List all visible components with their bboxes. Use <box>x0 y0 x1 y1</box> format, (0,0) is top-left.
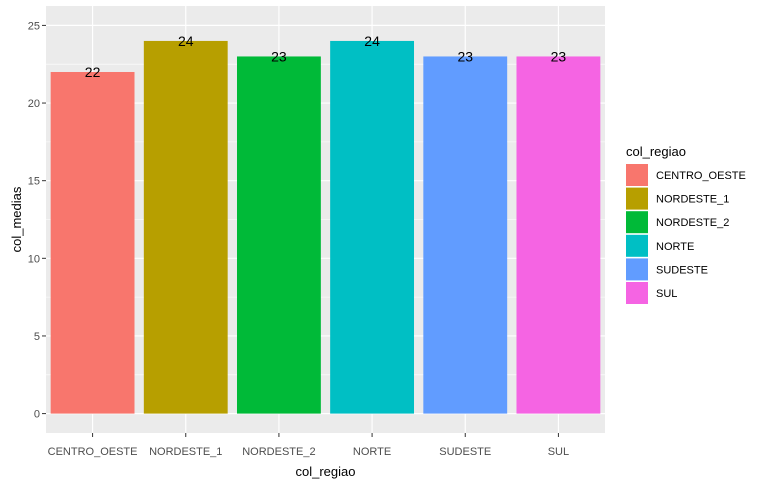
x-tick-label: NORDESTE_2 <box>242 446 315 458</box>
y-axis-title: col_medias <box>9 186 24 252</box>
legend-key <box>626 258 648 281</box>
y-tick-label: 15 <box>28 176 40 188</box>
legend-label: NORDESTE_1 <box>656 194 729 206</box>
legend-label: NORDESTE_2 <box>656 217 729 229</box>
y-tick-label: 25 <box>28 20 40 32</box>
bar-value-label: 24 <box>178 33 194 49</box>
legend-title: col_regiao <box>626 144 686 159</box>
bar-value-label: 23 <box>551 48 567 64</box>
bar-value-label: 24 <box>364 33 380 49</box>
x-tick-label: CENTRO_OESTE <box>48 446 138 458</box>
y-tick-label: 0 <box>34 409 40 421</box>
bars <box>50 40 601 414</box>
y-axis: 0 5 10 15 20 25 <box>28 20 46 421</box>
legend-key <box>626 211 648 234</box>
bar-value-labels: 22 24 23 24 23 23 <box>85 33 567 80</box>
bar-value-label: 23 <box>271 48 287 64</box>
y-tick-label: 5 <box>34 331 40 343</box>
x-tick-label: NORDESTE_1 <box>149 446 222 458</box>
y-tick-label: 10 <box>28 253 40 265</box>
legend-key <box>626 282 648 304</box>
y-tick-label: 20 <box>28 98 40 110</box>
legend-key <box>626 187 648 210</box>
bar-nordeste-1 <box>143 40 228 414</box>
x-axis: CENTRO_OESTE NORDESTE_1 NORDESTE_2 NORTE SUD… <box>48 433 569 458</box>
bar-sul <box>516 56 601 414</box>
bar-nordeste-2 <box>236 56 321 414</box>
minor-gridlines <box>46 63 605 376</box>
legend-key <box>626 164 648 186</box>
legend-label: SUDESTE <box>656 264 708 276</box>
x-axis-title: col_regiao <box>296 464 356 479</box>
bar-centro-oeste <box>50 71 135 414</box>
x-tick-label: SUDESTE <box>439 446 491 458</box>
bar-norte <box>330 40 415 414</box>
legend: col_regiao CENTRO_OESTE NORDESTE_1 NORDEST… <box>626 144 746 304</box>
bar-value-label: 23 <box>457 48 473 64</box>
x-tick-label: NORTE <box>353 446 391 458</box>
legend-label: NORTE <box>656 241 694 253</box>
legend-label: SUL <box>656 288 677 300</box>
legend-label: CENTRO_OESTE <box>656 170 746 182</box>
bar-sudeste <box>423 56 508 414</box>
x-tick-label: SUL <box>548 446 569 458</box>
legend-key <box>626 234 648 257</box>
bar-value-label: 22 <box>85 64 101 80</box>
